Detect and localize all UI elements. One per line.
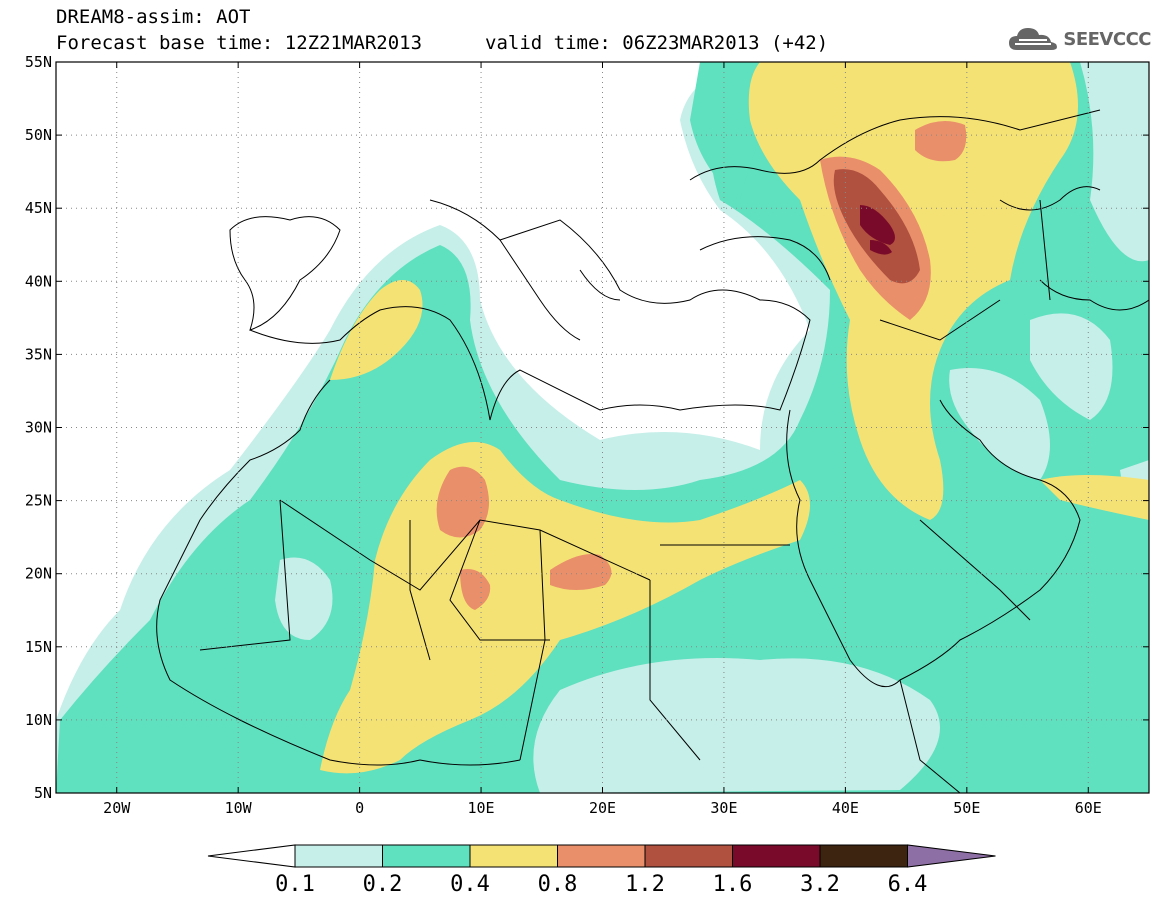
- lat-label: 50N: [25, 126, 52, 144]
- colorbar-segment: [644, 844, 733, 868]
- valid-time: valid time: 06Z23MAR2013 (+42): [485, 32, 829, 54]
- map-title: DREAM8-assim: AOT: [56, 6, 251, 28]
- colorbar-label: 0.2: [363, 872, 403, 897]
- colorbar-segment: [382, 844, 471, 868]
- map-frame: 55N 50N 45N 40N 35N 30N 25N 20N 15N 10N 5N 20W 10W 0…: [25, 53, 1150, 817]
- colorbar-label: 1.2: [625, 872, 665, 897]
- lon-label: 20W: [103, 799, 131, 817]
- cloud-logo-icon: [1009, 28, 1058, 50]
- colorbar-label: 6.4: [888, 872, 928, 897]
- lon-label: 10E: [468, 799, 495, 817]
- logo-text: SEEVCCC: [1063, 28, 1151, 50]
- colorbar-left-arrow: [207, 844, 296, 868]
- lat-label: 5N: [34, 784, 52, 802]
- colorbar-label: 1.6: [713, 872, 753, 897]
- colorbar-label: 3.2: [800, 872, 840, 897]
- colorbar-segment: [469, 844, 558, 868]
- lat-label: 20N: [25, 565, 52, 583]
- lon-label: 30E: [710, 799, 737, 817]
- graticule: [56, 62, 1149, 793]
- lat-label: 15N: [25, 638, 52, 656]
- lon-label: 10W: [225, 799, 253, 817]
- aot-contours: [56, 62, 1149, 793]
- lon-label: 20E: [589, 799, 616, 817]
- lat-label: 10N: [25, 711, 52, 729]
- aot-band-1.6: [860, 205, 895, 255]
- lon-label: 60E: [1075, 799, 1102, 817]
- forecast-base-time: Forecast base time: 12Z21MAR2013: [56, 32, 423, 54]
- lat-label: 40N: [25, 272, 52, 290]
- lon-label: 40E: [832, 799, 859, 817]
- lat-label: 30N: [25, 419, 52, 437]
- aot-colorbar: 0.1 0.2 0.4 0.8 1.2 1.6 3.2 6.4: [207, 844, 996, 897]
- colorbar-label: 0.4: [450, 872, 490, 897]
- colorbar-segment: [557, 844, 646, 868]
- colorbar-right-arrow: [907, 844, 996, 868]
- lat-label: 35N: [25, 345, 52, 363]
- colorbar-label: 0.8: [538, 872, 578, 897]
- lat-label: 45N: [25, 199, 52, 217]
- longitude-ticks: 20W 10W 0 10E 20E 30E 40E 50E 60E: [103, 62, 1102, 817]
- lon-label: 50E: [953, 799, 980, 817]
- coastlines-and-borders: [156, 109, 1149, 793]
- colorbar-segment: [732, 844, 821, 868]
- lat-label: 25N: [25, 492, 52, 510]
- colorbar-label: 0.1: [275, 872, 315, 897]
- colorbar-segment: [294, 844, 383, 868]
- latitude-ticks: 55N 50N 45N 40N 35N 30N 25N 20N 15N 10N 5N: [25, 53, 1149, 802]
- aot-band-0.1-pockets: [275, 313, 1149, 793]
- colorbar-segment: [819, 844, 908, 868]
- lon-label: 0: [355, 799, 364, 817]
- seevccc-logo: SEEVCCC: [1007, 24, 1151, 54]
- lat-label: 55N: [25, 53, 52, 71]
